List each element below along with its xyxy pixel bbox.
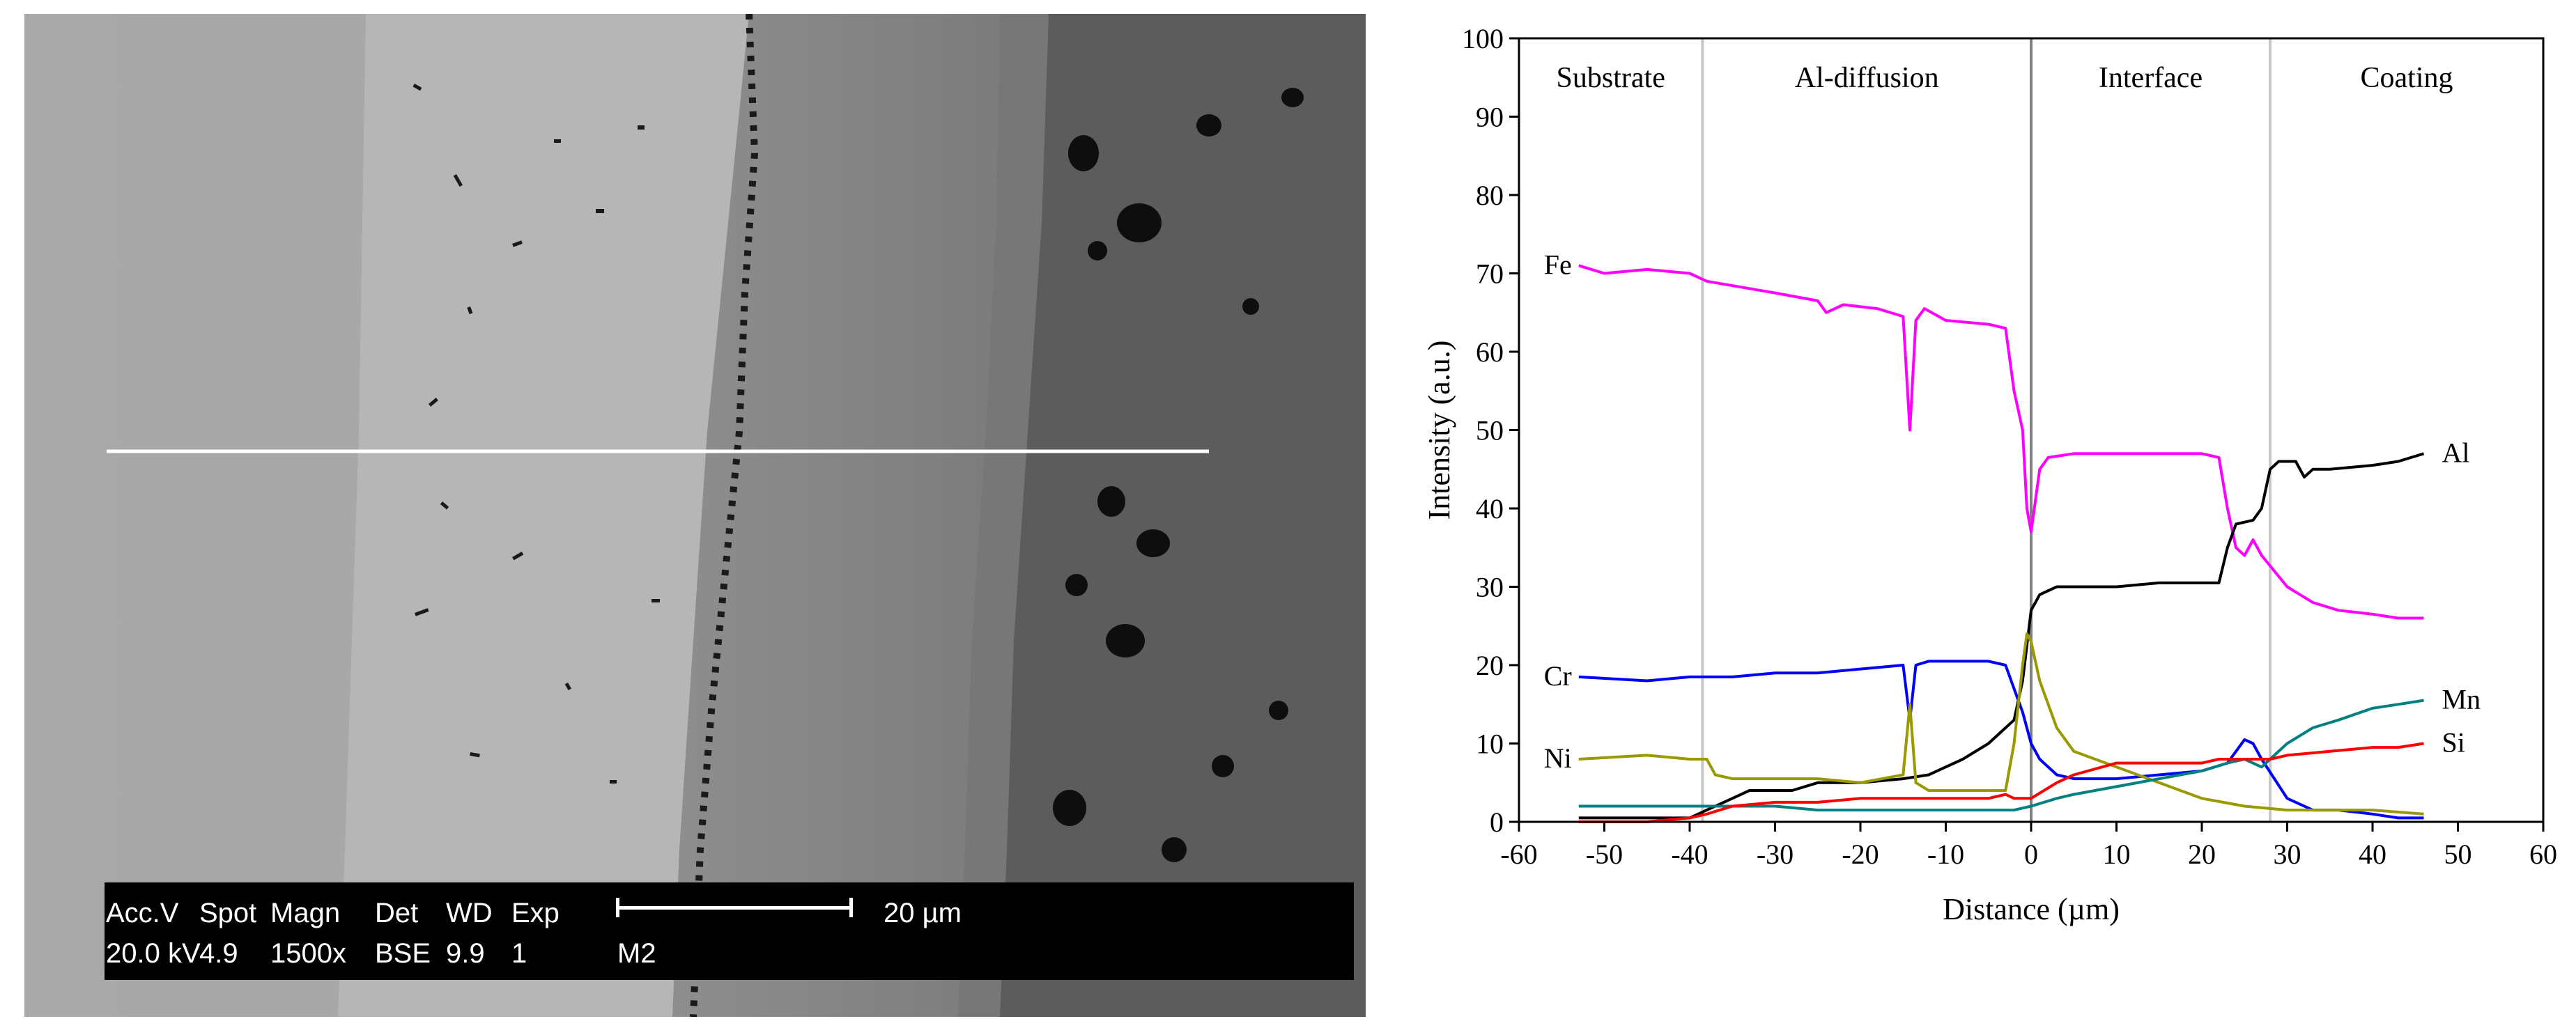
region-label-3: Coating <box>2361 62 2453 94</box>
series-line-cr <box>1578 660 2424 820</box>
info-header-wd: WD <box>446 898 493 928</box>
x-tick-label: -30 <box>1757 839 1794 870</box>
series-label-mn: Mn <box>2442 684 2481 715</box>
x-tick-label: -20 <box>1842 839 1879 870</box>
precipitates <box>412 84 660 784</box>
y-tick-label: 30 <box>1476 572 1504 603</box>
x-axis-title: Distance (µm) <box>1943 892 2120 926</box>
coating-region <box>958 14 1366 1017</box>
y-axis-title: Intensity (a.u.) <box>1422 341 1456 520</box>
x-tick-label: 40 <box>2359 839 2386 870</box>
x-tick-label: -60 <box>1500 839 1537 870</box>
y-tick-label: 0 <box>1490 807 1504 838</box>
series-label-ni: Ni <box>1544 742 1572 774</box>
series-lines <box>1578 264 2425 823</box>
x-tick-label: 20 <box>2188 839 2216 870</box>
series-line-fe <box>1578 264 2424 620</box>
series-label-fe: Fe <box>1544 249 1572 280</box>
region-label-2: Interface <box>2099 62 2203 94</box>
chart-svg: -60 -50 -40 -30 -20 -10 0 10 20 30 40 50 60 0 10 20 30 4… <box>1422 23 2557 926</box>
scale-bar-label: 20 µm <box>884 898 962 928</box>
y-tick-label: 20 <box>1476 650 1504 681</box>
x-tick-label: 50 <box>2444 839 2472 870</box>
region-label-0: Substrate <box>1557 62 1665 94</box>
x-tick-label: 10 <box>2103 839 2131 870</box>
y-tick-label: 60 <box>1476 336 1504 368</box>
diffusion-front <box>690 14 759 1017</box>
x-tick-label: 30 <box>2274 839 2301 870</box>
info-value-accv: 20.0 kV <box>106 938 201 969</box>
info-header-exp: Exp <box>511 898 560 928</box>
y-tick-label: 90 <box>1476 102 1504 133</box>
diffusion-region <box>338 14 749 1017</box>
info-header-spot: Spot <box>199 898 257 928</box>
linescan-chart: -60 -50 -40 -30 -20 -10 0 10 20 30 40 50 60 0 10 20 30 4… <box>1380 0 2576 1028</box>
micrograph-image <box>24 14 1366 1017</box>
scale-bar <box>616 898 853 917</box>
info-value-det: BSE <box>375 938 431 969</box>
info-value-magn: 1500x <box>270 938 346 969</box>
y-tick-label: 80 <box>1476 180 1504 211</box>
y-axis: 0 10 20 30 40 50 60 70 80 90 100 <box>1462 23 1519 838</box>
series-label-al: Al <box>2442 437 2470 468</box>
info-header-magn: Magn <box>270 898 341 928</box>
interface-region <box>672 14 1000 1017</box>
sem-micrograph: Acc.V Spot Magn Det WD Exp 20.0 kV 4.9 1… <box>24 14 1366 1017</box>
series-line-al <box>1578 452 2425 820</box>
series-label-si: Si <box>2442 727 2465 758</box>
y-tick-label: 70 <box>1476 258 1504 290</box>
series-line-mn <box>1578 699 2424 812</box>
region-boundaries <box>1701 38 2272 822</box>
info-header-accv: Acc.V <box>106 898 179 928</box>
x-tick-label: 60 <box>2529 839 2557 870</box>
x-tick-label: -10 <box>1927 839 1964 870</box>
info-value-spot: 4.9 <box>199 938 238 969</box>
info-value-wd: 9.9 <box>446 938 485 969</box>
x-tick-label: 0 <box>2024 839 2038 870</box>
y-tick-label: 50 <box>1476 415 1504 446</box>
info-sample-id: M2 <box>617 938 656 969</box>
y-tick-label: 40 <box>1476 493 1504 524</box>
info-value-exp: 1 <box>511 938 527 969</box>
x-tick-label: -40 <box>1671 839 1708 870</box>
coating-boundary-layer <box>958 14 1049 1017</box>
x-tick-label: -50 <box>1586 839 1623 870</box>
series-label-cr: Cr <box>1544 660 1572 692</box>
info-header-det: Det <box>375 898 419 928</box>
series-line-si <box>1578 742 2424 823</box>
x-axis: -60 -50 -40 -30 -20 -10 0 10 20 30 40 50 60 <box>1500 822 2557 870</box>
y-tick-label: 10 <box>1476 729 1504 760</box>
region-labels: Substrate Al-diffusion Interface Coating <box>1557 62 2453 94</box>
series-line-ni <box>1578 632 2424 816</box>
sem-info-bar: Acc.V Spot Magn Det WD Exp 20.0 kV 4.9 1… <box>105 882 1354 980</box>
region-label-1: Al-diffusion <box>1795 62 1939 94</box>
y-tick-label: 100 <box>1462 23 1504 54</box>
element-labels: Fe Al Cr Ni Mn Si <box>1544 249 2481 774</box>
coating-pores <box>1053 88 1304 862</box>
